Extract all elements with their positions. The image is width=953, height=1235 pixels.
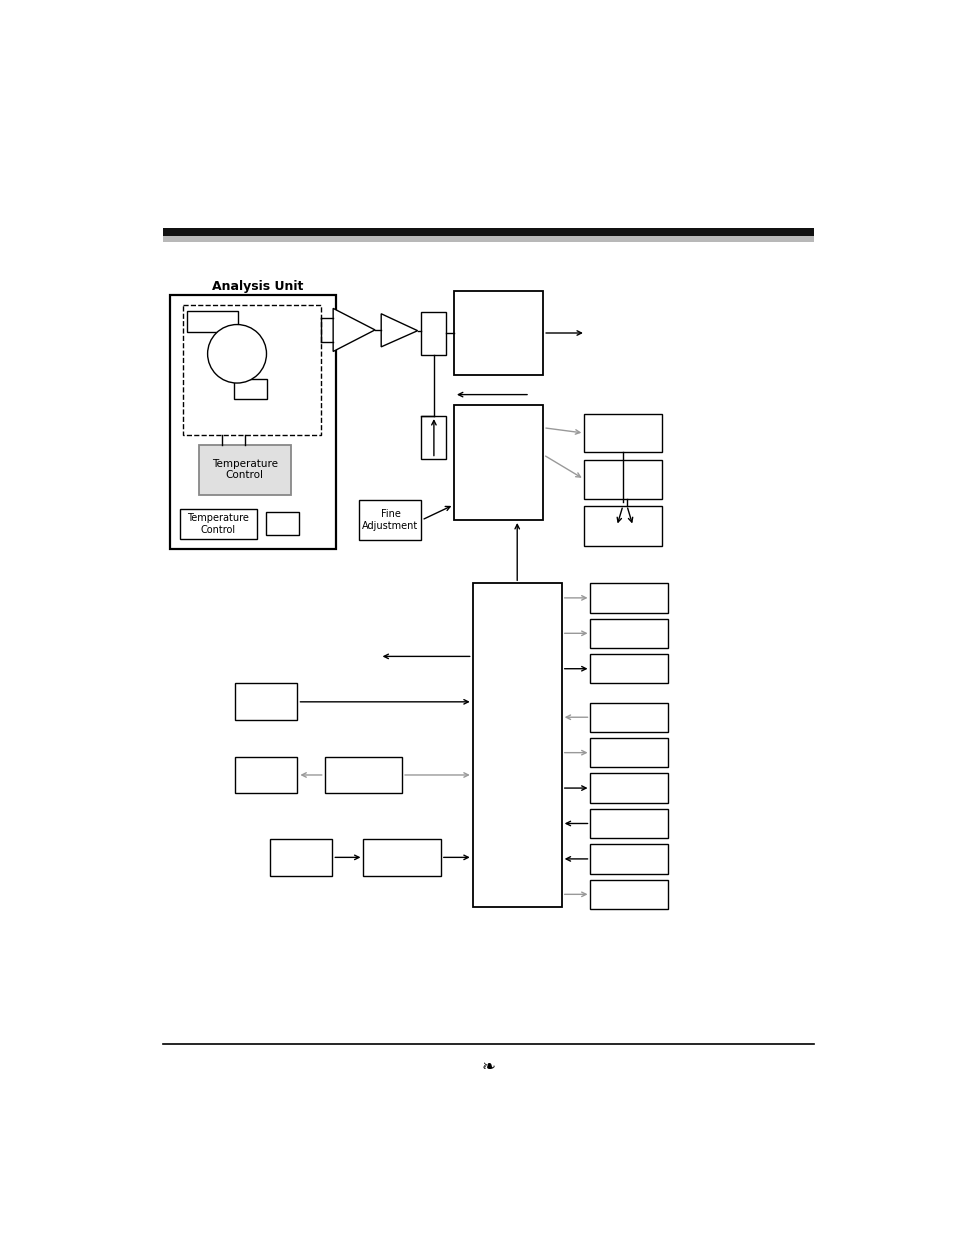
Bar	[590, 845, 667, 873]
Bar	[590, 879, 667, 909]
Bar	[170, 294, 335, 548]
Bar	[583, 461, 661, 499]
Bar	[270, 839, 332, 876]
Bar	[590, 739, 667, 767]
Bar	[590, 655, 667, 683]
Bar	[363, 839, 440, 876]
Bar	[472, 583, 561, 906]
Text: Fine
Adjustment: Fine Adjustment	[362, 509, 418, 531]
Bar	[454, 290, 542, 375]
Bar	[590, 773, 667, 803]
Text: ❧: ❧	[481, 1058, 496, 1076]
Bar	[590, 809, 667, 839]
Bar	[235, 683, 297, 720]
Circle shape	[208, 325, 266, 383]
Bar	[590, 619, 667, 648]
Bar	[163, 227, 814, 236]
Bar	[235, 757, 297, 793]
Bar	[179, 509, 257, 540]
Bar	[266, 511, 298, 535]
Text: Temperature
Control: Temperature Control	[212, 459, 277, 480]
Polygon shape	[381, 314, 417, 347]
Bar	[454, 405, 542, 520]
Bar	[183, 305, 320, 435]
Polygon shape	[333, 309, 375, 352]
Text: Analysis Unit: Analysis Unit	[212, 279, 303, 293]
Bar	[359, 500, 421, 540]
Bar	[583, 414, 661, 452]
Text: Temperature
Control: Temperature Control	[188, 514, 249, 535]
Bar	[590, 703, 667, 732]
Bar	[421, 312, 446, 354]
Bar	[421, 416, 446, 458]
Bar	[163, 236, 814, 242]
Bar	[583, 506, 661, 546]
Bar	[199, 445, 291, 495]
Bar	[187, 311, 237, 332]
Bar	[324, 757, 402, 793]
Bar	[233, 379, 266, 399]
Bar	[590, 583, 667, 613]
